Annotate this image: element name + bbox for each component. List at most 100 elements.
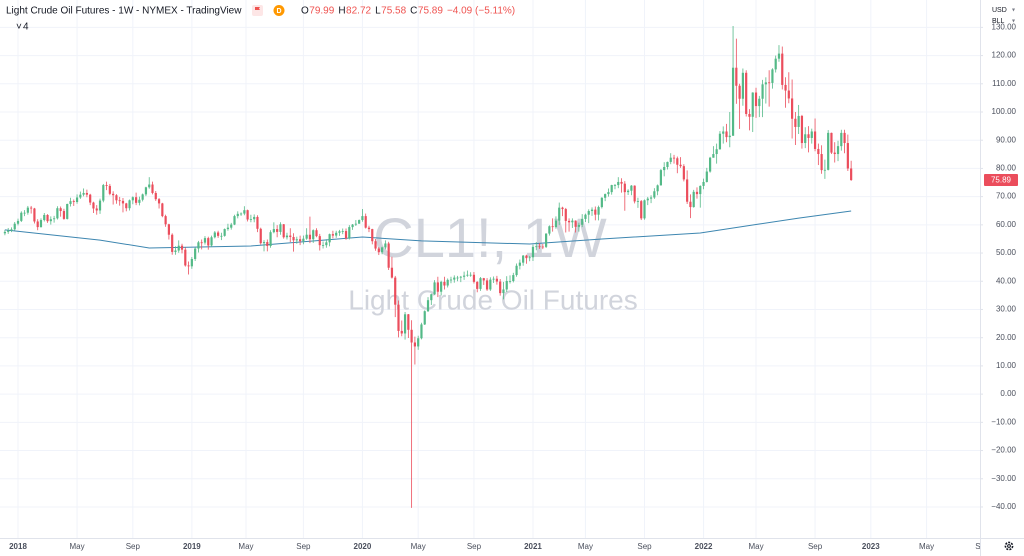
candle-body (381, 247, 384, 253)
candle-body (56, 208, 59, 219)
candle-body (715, 149, 718, 155)
candle-body (430, 294, 433, 301)
candle-body (590, 209, 594, 212)
currency-menu[interactable]: USD ▾ BLL ▾ (992, 7, 1015, 25)
candle-body (266, 242, 269, 247)
candle-body (774, 58, 777, 70)
candle-body (558, 207, 561, 221)
candle-body (30, 207, 33, 209)
candle-body (709, 157, 712, 172)
candle-body (469, 274, 472, 276)
watermark: CL1!, 1W Light Crude Oil Futures (348, 206, 637, 316)
gear-outer[interactable] (1004, 541, 1014, 551)
x-tick-label: May (238, 542, 253, 551)
candle-body (312, 230, 315, 240)
candle-body (328, 234, 331, 243)
candle-body (813, 131, 817, 149)
flag[interactable] (255, 7, 260, 13)
plot (3, 25, 853, 508)
candle-body (213, 232, 216, 238)
candle-body (702, 181, 705, 186)
settings-button[interactable] (1004, 541, 1014, 551)
candle-body (397, 304, 400, 331)
candle-body (348, 227, 351, 239)
candle-body (754, 92, 758, 107)
candle-body (623, 183, 626, 193)
candle-body (528, 257, 531, 259)
candle-body (649, 197, 653, 199)
candle-body (531, 246, 535, 258)
candle-body (413, 342, 416, 347)
candle-body (39, 220, 43, 228)
candle-body (426, 300, 430, 312)
y-tick-label: 40.00 (996, 276, 1017, 285)
candle-body (827, 132, 830, 170)
candle-body (630, 185, 633, 191)
candle-body (341, 231, 344, 232)
candle-body (374, 241, 377, 249)
candle-body (371, 229, 374, 242)
candle-body (305, 234, 308, 239)
candle-body (207, 238, 210, 246)
candle-body (112, 193, 115, 196)
candle-body (705, 171, 708, 182)
candle-body (567, 220, 571, 223)
candle-body (105, 185, 108, 186)
candle-body (604, 194, 607, 198)
candle-body (695, 191, 699, 195)
y-tick-label: 130.00 (992, 22, 1017, 31)
candle-body (157, 199, 161, 204)
candle-body (180, 245, 184, 250)
candle-body (463, 275, 466, 277)
candle-body (846, 143, 849, 169)
candle-body (131, 197, 134, 201)
flag-icon[interactable] (252, 5, 263, 16)
candle-body (407, 314, 410, 330)
candle-body (33, 208, 36, 222)
unit-caret[interactable]: ▾ (1012, 19, 1015, 25)
flag-bg[interactable] (252, 5, 263, 16)
x-tick-label: May (919, 542, 934, 551)
candle-body (551, 226, 554, 228)
delay-icon[interactable] (273, 5, 285, 16)
candle-body (449, 279, 453, 281)
candle-body (600, 197, 603, 208)
ohlc-value: 75.89 (418, 6, 443, 17)
candle-body (203, 238, 207, 243)
ohlc-letter: O (301, 6, 309, 17)
candle-body (495, 278, 498, 282)
candle-body (731, 67, 735, 136)
candle-body (581, 218, 584, 225)
candle-body (830, 132, 833, 153)
indicator-count[interactable]: 4 (23, 22, 29, 33)
candle-body (187, 265, 190, 267)
y-tick-label: 60.00 (996, 220, 1017, 229)
candle-body (210, 237, 213, 246)
candle-body (489, 279, 492, 290)
unit[interactable]: BLL (992, 18, 1005, 25)
candle-body (446, 279, 449, 286)
candle-body (679, 164, 682, 167)
candle-body (276, 229, 279, 232)
candle-body (810, 131, 813, 138)
currency[interactable]: USD (992, 7, 1007, 14)
ohlc-value: 82.72 (346, 6, 371, 17)
candle-body (53, 218, 56, 220)
candle-body (344, 231, 348, 239)
candle-body (108, 185, 111, 194)
currency-caret[interactable]: ▾ (1012, 8, 1015, 14)
x-tick-label: Sep (808, 542, 823, 551)
candle-body (620, 181, 623, 184)
collapse-chevron[interactable]: ˅ (16, 22, 22, 33)
watermark-name: Light Crude Oil Futures (348, 284, 637, 315)
candle-body (689, 201, 692, 208)
candle-body (377, 248, 380, 253)
candle-body (10, 229, 13, 231)
candle-body (36, 221, 39, 228)
candle-body (361, 216, 364, 221)
candle-body (358, 220, 361, 224)
gear-inner[interactable] (1007, 544, 1011, 548)
candle-body (315, 230, 318, 237)
candle-body (564, 209, 567, 221)
